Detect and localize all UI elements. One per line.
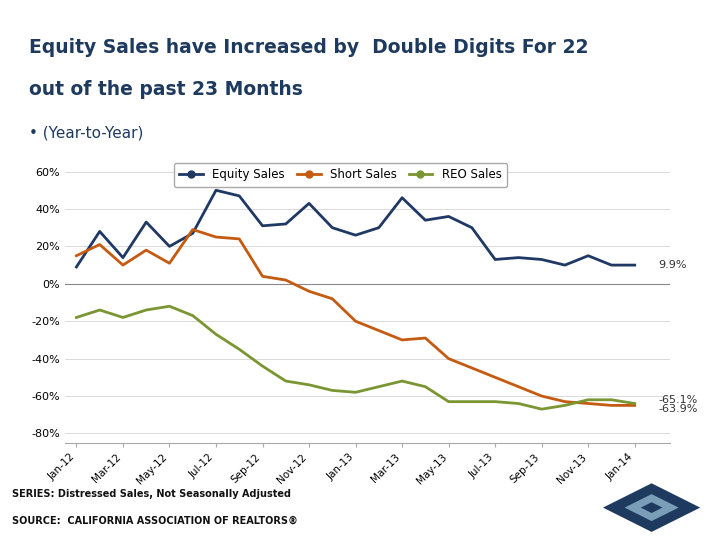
Legend: Equity Sales, Short Sales, REO Sales: Equity Sales, Short Sales, REO Sales [174, 163, 508, 187]
Text: -65.1%: -65.1% [658, 395, 697, 405]
Text: SERIES: Distressed Sales, Not Seasonally Adjusted: SERIES: Distressed Sales, Not Seasonally… [12, 489, 291, 499]
Polygon shape [641, 502, 662, 513]
Text: • (Year-to-Year): • (Year-to-Year) [29, 125, 143, 140]
Polygon shape [625, 494, 679, 521]
Text: SOURCE:  CALIFORNIA ASSOCIATION OF REALTORS®: SOURCE: CALIFORNIA ASSOCIATION OF REALTO… [12, 516, 297, 526]
Text: out of the past 23 Months: out of the past 23 Months [29, 80, 302, 99]
Text: -63.9%: -63.9% [658, 404, 698, 414]
Text: Equity Sales have Increased by  Double Digits For 22: Equity Sales have Increased by Double Di… [29, 38, 588, 57]
Text: 9.9%: 9.9% [658, 260, 686, 270]
Polygon shape [603, 483, 701, 532]
